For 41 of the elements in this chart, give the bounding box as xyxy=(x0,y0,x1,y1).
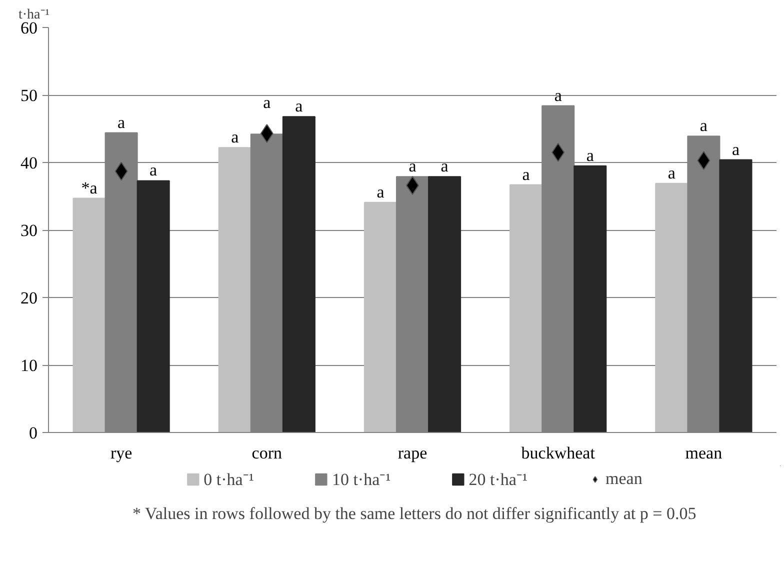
data-label: a xyxy=(554,86,562,105)
bar xyxy=(510,184,543,432)
bar xyxy=(282,116,316,432)
y-tick-label: 0 xyxy=(29,424,38,442)
data-label: a xyxy=(732,140,740,159)
data-label: *a xyxy=(81,178,98,198)
bar xyxy=(428,176,462,432)
data-label: a xyxy=(586,146,594,165)
bar xyxy=(72,198,106,432)
data-label: a xyxy=(118,112,126,132)
data-label: a xyxy=(263,93,272,112)
data-label: a xyxy=(700,116,708,136)
y-tick-label: 40 xyxy=(20,154,38,172)
y-tick-label: 50 xyxy=(20,86,38,105)
x-tick-label: rape xyxy=(398,444,428,462)
data-label: a xyxy=(150,160,158,180)
bar xyxy=(719,159,752,432)
bar xyxy=(218,147,252,432)
data-label: a xyxy=(668,163,676,182)
data-label: a xyxy=(376,182,385,202)
data-label: a xyxy=(295,96,304,116)
x-tick-label: buckwheat xyxy=(521,444,596,462)
legend-label: 0 t·ha⁻¹ xyxy=(204,469,254,490)
y-tick-label: 10 xyxy=(20,356,38,375)
y-tick-label: 20 xyxy=(20,288,38,308)
x-tick-label: mean xyxy=(685,444,723,462)
legend-label: 20 t·ha⁻¹ xyxy=(468,469,528,490)
legend-label: 10 t·ha⁻¹ xyxy=(332,469,391,490)
bar xyxy=(574,165,607,432)
x-tick-label: corn xyxy=(252,444,283,462)
legend-label: mean xyxy=(606,468,642,488)
y-tick-label: 30 xyxy=(20,221,38,240)
x-tick-label: rye xyxy=(110,444,132,462)
data-label: a xyxy=(440,156,449,176)
bar xyxy=(655,182,688,432)
data-label: a xyxy=(231,128,240,147)
text: * Values in rows followed by the same letters do not differ significantly at p = 0.05 xyxy=(132,504,696,523)
data-label: a xyxy=(522,164,530,184)
bar xyxy=(364,202,397,432)
data-label: a xyxy=(408,156,417,176)
bar xyxy=(136,180,170,432)
